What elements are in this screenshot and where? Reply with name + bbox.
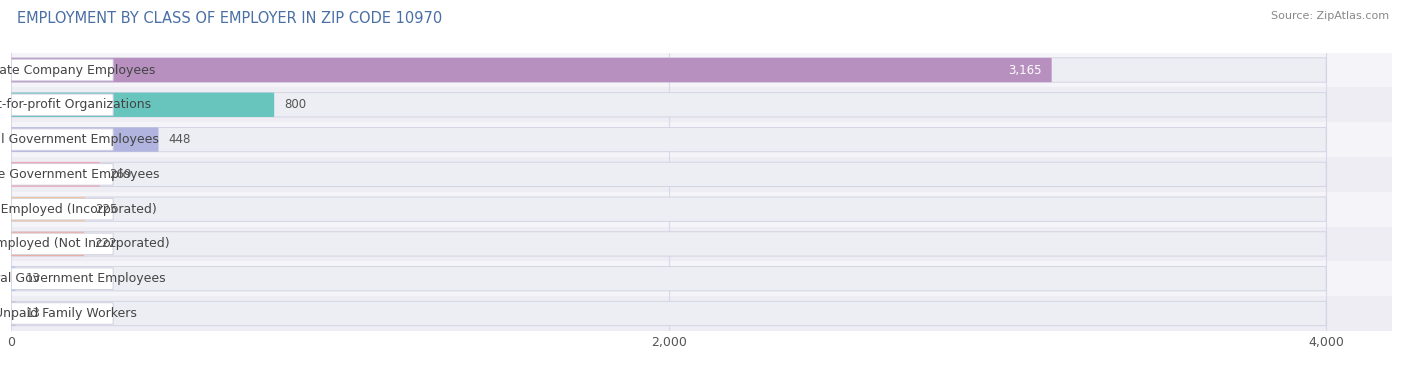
FancyBboxPatch shape bbox=[11, 267, 15, 291]
Text: 13: 13 bbox=[25, 307, 41, 320]
FancyBboxPatch shape bbox=[11, 162, 1326, 186]
FancyBboxPatch shape bbox=[11, 58, 1052, 82]
Text: Private Company Employees: Private Company Employees bbox=[0, 64, 155, 77]
FancyBboxPatch shape bbox=[11, 59, 112, 81]
Bar bbox=[11, 87, 1392, 122]
FancyBboxPatch shape bbox=[11, 94, 112, 115]
FancyBboxPatch shape bbox=[11, 197, 86, 221]
Bar bbox=[11, 192, 1392, 226]
FancyBboxPatch shape bbox=[11, 233, 112, 255]
FancyBboxPatch shape bbox=[11, 301, 15, 326]
Text: 222: 222 bbox=[94, 237, 117, 250]
FancyBboxPatch shape bbox=[11, 162, 100, 186]
FancyBboxPatch shape bbox=[11, 232, 84, 256]
Text: Not-for-profit Organizations: Not-for-profit Organizations bbox=[0, 98, 150, 111]
FancyBboxPatch shape bbox=[11, 92, 274, 117]
Text: Self-Employed (Not Incorporated): Self-Employed (Not Incorporated) bbox=[0, 237, 170, 250]
Bar bbox=[11, 296, 1392, 331]
FancyBboxPatch shape bbox=[11, 197, 1326, 221]
FancyBboxPatch shape bbox=[11, 267, 1326, 291]
Text: Self-Employed (Incorporated): Self-Employed (Incorporated) bbox=[0, 203, 157, 216]
FancyBboxPatch shape bbox=[11, 232, 1326, 256]
Text: State Government Employees: State Government Employees bbox=[0, 168, 159, 181]
FancyBboxPatch shape bbox=[11, 92, 1326, 117]
Bar bbox=[11, 226, 1392, 261]
Text: 269: 269 bbox=[110, 168, 132, 181]
FancyBboxPatch shape bbox=[11, 199, 112, 220]
Text: Unpaid Family Workers: Unpaid Family Workers bbox=[0, 307, 136, 320]
Text: 3,165: 3,165 bbox=[1008, 64, 1042, 77]
Text: 225: 225 bbox=[96, 203, 118, 216]
Text: 448: 448 bbox=[169, 133, 191, 146]
FancyBboxPatch shape bbox=[11, 127, 159, 152]
FancyBboxPatch shape bbox=[11, 58, 1326, 82]
FancyBboxPatch shape bbox=[11, 164, 112, 185]
FancyBboxPatch shape bbox=[11, 268, 112, 290]
Bar bbox=[11, 53, 1392, 88]
FancyBboxPatch shape bbox=[11, 301, 1326, 326]
Bar bbox=[11, 261, 1392, 296]
FancyBboxPatch shape bbox=[11, 129, 112, 150]
FancyBboxPatch shape bbox=[11, 303, 112, 324]
FancyBboxPatch shape bbox=[11, 127, 1326, 152]
Bar bbox=[11, 157, 1392, 192]
Text: Federal Government Employees: Federal Government Employees bbox=[0, 272, 166, 285]
Text: 13: 13 bbox=[25, 272, 41, 285]
Bar bbox=[11, 122, 1392, 157]
Text: 800: 800 bbox=[284, 98, 307, 111]
Text: Source: ZipAtlas.com: Source: ZipAtlas.com bbox=[1271, 11, 1389, 21]
Text: EMPLOYMENT BY CLASS OF EMPLOYER IN ZIP CODE 10970: EMPLOYMENT BY CLASS OF EMPLOYER IN ZIP C… bbox=[17, 11, 441, 26]
Text: Local Government Employees: Local Government Employees bbox=[0, 133, 159, 146]
